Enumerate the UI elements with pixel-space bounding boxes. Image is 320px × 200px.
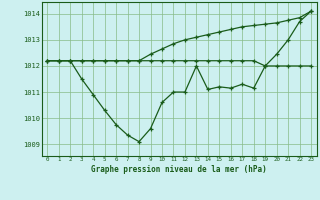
X-axis label: Graphe pression niveau de la mer (hPa): Graphe pression niveau de la mer (hPa): [91, 165, 267, 174]
